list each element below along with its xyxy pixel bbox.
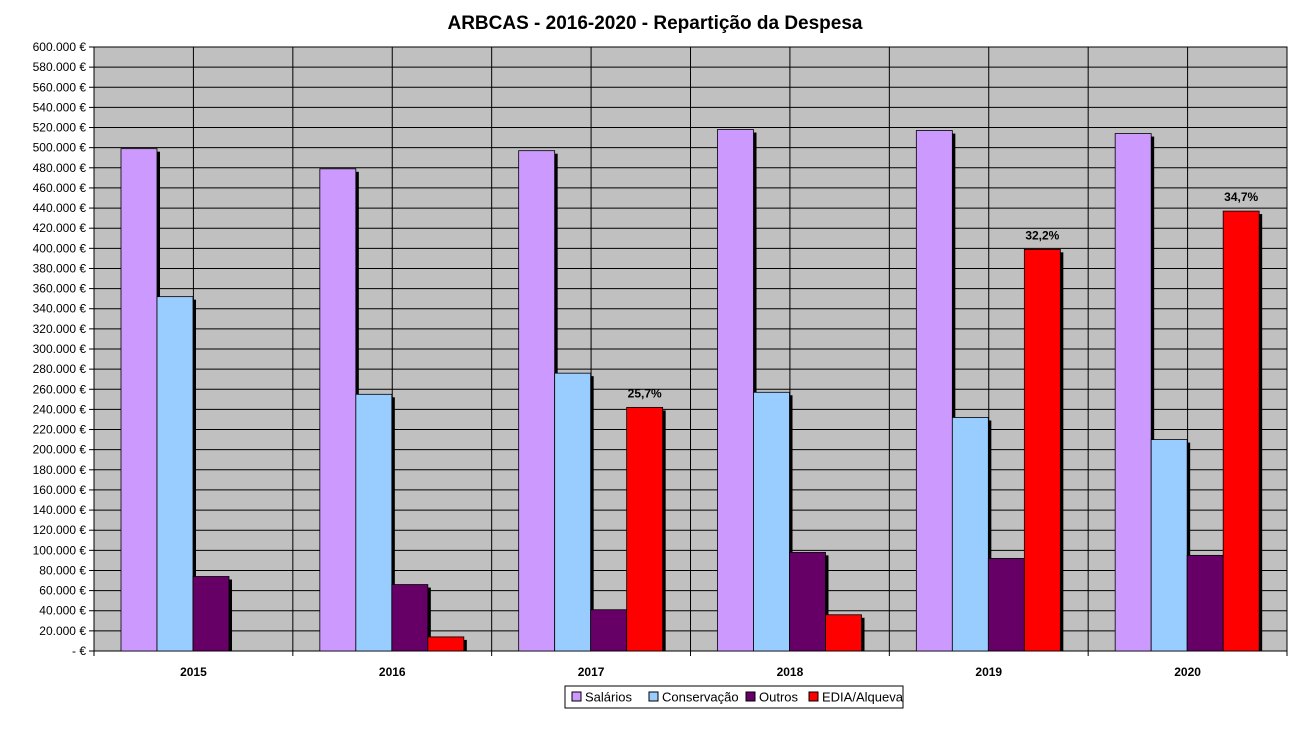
y-tick-label: 440.000 €: [33, 201, 87, 215]
y-tick-label: 120.000 €: [33, 523, 87, 537]
bar-sal-rios-2018: [717, 129, 754, 652]
y-tick-label: 300.000 €: [33, 342, 87, 356]
y-tick-label: 100.000 €: [33, 543, 87, 557]
y-tick-label: 160.000 €: [33, 483, 87, 497]
y-tick-label: 180.000 €: [33, 463, 87, 477]
chart-title: ARBCAS - 2016-2020 - Repartição da Despe…: [447, 13, 862, 34]
y-tick-label: 240.000 €: [33, 402, 87, 416]
bar-outros-2019: [987, 557, 1025, 652]
data-label: 32,2%: [1025, 228, 1059, 242]
bar-edia-alqueva-2019: [1023, 248, 1061, 652]
legend-swatch: [571, 691, 582, 702]
bar-conserva-o-2015: [156, 296, 194, 652]
bar-outros-2018: [789, 551, 826, 652]
x-tick-label: 2017: [578, 665, 605, 679]
y-tick-label: - €: [72, 644, 86, 658]
y-tick-label: 560.000 €: [33, 80, 87, 94]
legend-swatch: [648, 691, 659, 702]
y-tick-label: 540.000 €: [33, 100, 87, 114]
bar-conserva-o-2018: [753, 391, 790, 652]
bar-conserva-o-2020: [1150, 439, 1188, 652]
bar-edia-alqueva-2017: [626, 406, 664, 652]
x-tick-label: 2020: [1174, 665, 1201, 679]
legend-item-label: EDIA/Alqueva: [822, 690, 904, 705]
bar-sal-rios-2016: [319, 168, 357, 652]
bar-edia-alqueva-2018: [825, 614, 862, 652]
y-tick-label: 480.000 €: [33, 161, 87, 175]
bar-sal-rios-2015: [120, 148, 158, 652]
y-tick-label: 580.000 €: [33, 60, 87, 74]
x-tick-label: 2019: [975, 665, 1002, 679]
y-tick-label: 200.000 €: [33, 443, 87, 457]
y-tick-label: 280.000 €: [33, 362, 87, 376]
y-tick-label: 260.000 €: [33, 382, 87, 396]
y-tick-label: 380.000 €: [33, 261, 87, 275]
data-label: 34,7%: [1224, 190, 1258, 204]
bar-outros-2017: [590, 609, 628, 652]
bar-conserva-o-2016: [355, 393, 393, 652]
y-tick-label: 140.000 €: [33, 503, 87, 517]
bar-edia-alqueva-2020: [1222, 210, 1260, 652]
y-tick-label: 340.000 €: [33, 302, 87, 316]
legend-swatch: [808, 691, 819, 702]
bar-outros-2016: [391, 584, 429, 652]
legend-item-label: Outros: [759, 690, 799, 705]
y-tick-label: 60.000 €: [39, 584, 86, 598]
bar-outros-2020: [1186, 554, 1224, 652]
legend-item-label: Salários: [585, 690, 632, 705]
y-tick-label: 320.000 €: [33, 322, 87, 336]
legend-item-label: Conservação: [662, 690, 739, 705]
bar-sal-rios-2017: [518, 150, 556, 652]
y-tick-label: 220.000 €: [33, 423, 87, 437]
y-tick-label: 520.000 €: [33, 121, 87, 135]
x-tick-label: 2018: [777, 665, 804, 679]
y-tick-label: 360.000 €: [33, 282, 87, 296]
y-tick-label: 600.000 €: [33, 40, 87, 54]
y-tick-label: 80.000 €: [39, 563, 86, 577]
y-tick-label: 20.000 €: [39, 624, 86, 638]
bar-sal-rios-2019: [915, 130, 953, 652]
x-tick-label: 2015: [180, 665, 207, 679]
bar-conserva-o-2019: [951, 417, 989, 652]
bar-sal-rios-2020: [1114, 133, 1152, 652]
bar-conserva-o-2017: [554, 372, 592, 652]
x-tick-label: 2016: [379, 665, 406, 679]
y-tick-label: 500.000 €: [33, 141, 87, 155]
data-label: 25,7%: [628, 386, 662, 400]
y-tick-label: 400.000 €: [33, 241, 87, 255]
legend-swatch: [745, 691, 756, 702]
y-tick-label: 420.000 €: [33, 221, 87, 235]
bar-outros-2015: [192, 576, 230, 652]
bar-edia-alqueva-2016: [427, 636, 465, 652]
y-tick-label: 460.000 €: [33, 181, 87, 195]
y-tick-label: 40.000 €: [39, 604, 86, 618]
